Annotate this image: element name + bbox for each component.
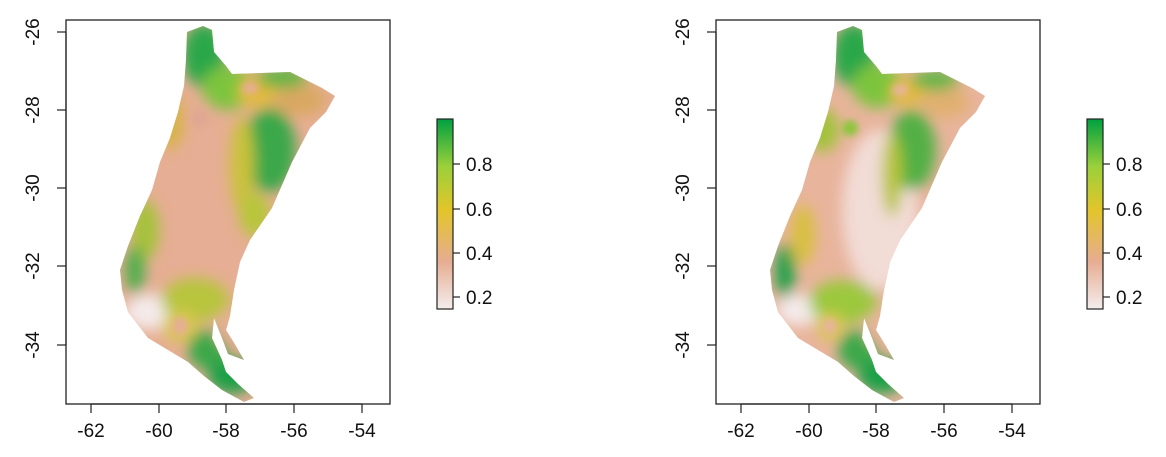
x-tick-label: -62: [727, 421, 754, 442]
color-legend: 0.8 0.6 0.4 0.2: [1086, 118, 1143, 310]
x-tick-label: -54: [998, 421, 1026, 442]
legend-tick-label: 0.4: [1116, 244, 1143, 265]
raster-layer: [770, 26, 985, 402]
y-tick-label: -28: [23, 96, 44, 123]
y-axis: -26 -28 -30 -32 -34: [23, 18, 67, 359]
y-tick-label: -30: [673, 174, 694, 201]
x-tick-label: -56: [280, 421, 307, 442]
y-tick-label: -26: [673, 18, 694, 45]
y-tick-label: -34: [673, 331, 694, 359]
legend-colorbar: [436, 118, 454, 310]
y-tick-label: -34: [23, 331, 44, 359]
y-tick-label: -28: [673, 96, 694, 123]
x-tick-label: -60: [145, 421, 172, 442]
map-panel-left: -62 -60 -58 -56 -54 -26 -28 -30 -32 -34: [23, 18, 493, 442]
x-tick-label: -56: [930, 421, 957, 442]
x-tick-label: -58: [212, 421, 239, 442]
legend-tick-label: 0.6: [466, 200, 492, 221]
legend-tick-label: 0.6: [1116, 200, 1142, 221]
x-tick-label: -54: [348, 421, 376, 442]
y-tick-label: -32: [23, 252, 44, 279]
legend-tick-label: 0.2: [1116, 288, 1142, 309]
y-tick-label: -32: [673, 252, 694, 279]
legend-tick-label: 0.8: [466, 155, 492, 176]
legend-colorbar: [1086, 118, 1104, 310]
y-tick-label: -26: [23, 18, 44, 45]
raster-layer: [120, 26, 335, 402]
y-axis: -26 -28 -30 -32 -34: [673, 18, 717, 359]
x-axis: -62 -60 -58 -56 -54: [77, 403, 376, 442]
x-tick-label: -60: [795, 421, 822, 442]
x-tick-label: -62: [77, 421, 104, 442]
legend-tick-label: 0.4: [466, 244, 493, 265]
y-tick-label: -30: [23, 174, 44, 201]
x-tick-label: -58: [862, 421, 889, 442]
x-axis: -62 -60 -58 -56 -54: [727, 403, 1026, 442]
map-panel-right: -62 -60 -58 -56 -54 -26 -28 -30 -32 -34 …: [673, 18, 1143, 442]
color-legend: 0.8 0.6 0.4 0.2: [436, 118, 493, 310]
legend-tick-label: 0.8: [1116, 155, 1142, 176]
legend-tick-label: 0.2: [466, 288, 492, 309]
